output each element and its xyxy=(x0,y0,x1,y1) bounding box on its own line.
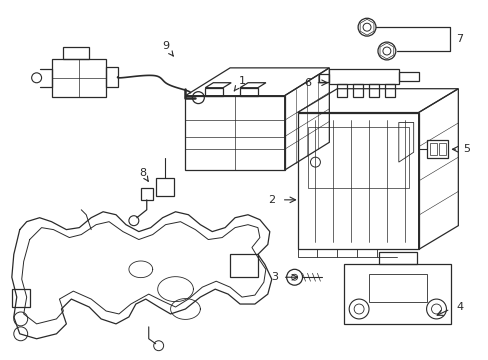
Text: 6: 6 xyxy=(304,78,310,88)
Text: 4: 4 xyxy=(455,302,463,312)
Text: 2: 2 xyxy=(268,195,275,205)
Text: 3: 3 xyxy=(271,272,278,282)
Text: 7: 7 xyxy=(455,34,463,44)
Text: 9: 9 xyxy=(162,41,173,56)
Text: 1: 1 xyxy=(234,76,245,91)
Text: 5: 5 xyxy=(462,144,469,154)
Text: 8: 8 xyxy=(139,168,148,181)
